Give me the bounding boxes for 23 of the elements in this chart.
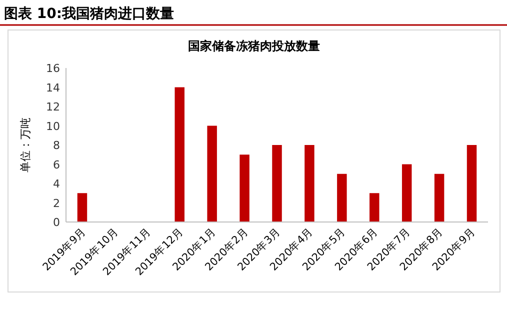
y-tick-label: 4: [53, 178, 60, 190]
y-tick-label: 12: [46, 100, 60, 114]
bar: [240, 154, 250, 222]
bar: [466, 145, 477, 222]
y-tick-label: 6: [53, 158, 60, 172]
bar: [77, 193, 88, 222]
bar: [304, 145, 314, 222]
y-tick-label: 10: [46, 120, 60, 133]
bar: [272, 145, 282, 222]
bar: [207, 126, 217, 222]
text: 图表 10:我国猪肉进口数量: [4, 6, 174, 22]
y-axis-title: 单位：万吨: [19, 118, 32, 172]
bar: [370, 193, 380, 222]
bar: [402, 164, 412, 222]
bar: [434, 174, 444, 222]
bar: [174, 87, 184, 222]
y-tick-label: 2: [53, 196, 60, 210]
y-tick-label: 0: [53, 216, 60, 229]
bar: [337, 174, 347, 222]
chart-title: 国家储备冻猪肉投放数量: [188, 39, 320, 53]
y-tick-label: 8: [53, 139, 60, 152]
y-tick-label: 14: [46, 81, 60, 94]
y-tick-label: 16: [46, 62, 60, 75]
